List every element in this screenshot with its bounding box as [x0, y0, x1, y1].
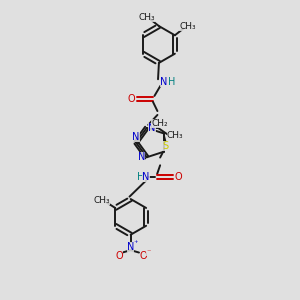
Text: H: H [137, 172, 145, 182]
Text: N: N [127, 242, 134, 252]
Text: ⁻: ⁻ [146, 248, 151, 256]
Text: N: N [138, 152, 145, 162]
Text: N: N [148, 123, 156, 133]
Text: O: O [140, 250, 147, 260]
Text: CH₃: CH₃ [179, 22, 196, 31]
Text: N: N [132, 132, 140, 142]
Text: O: O [174, 172, 182, 182]
Text: CH₃: CH₃ [94, 196, 110, 205]
Text: N: N [160, 77, 167, 87]
Text: S: S [162, 141, 169, 151]
Text: O: O [128, 94, 135, 104]
Text: CH₃: CH₃ [139, 13, 155, 22]
Text: H: H [168, 77, 176, 87]
Text: CH₂: CH₂ [151, 119, 168, 128]
Text: ⁺: ⁺ [134, 239, 138, 248]
Text: CH₃: CH₃ [167, 131, 183, 140]
Text: N: N [142, 172, 150, 182]
Text: O: O [116, 250, 123, 260]
